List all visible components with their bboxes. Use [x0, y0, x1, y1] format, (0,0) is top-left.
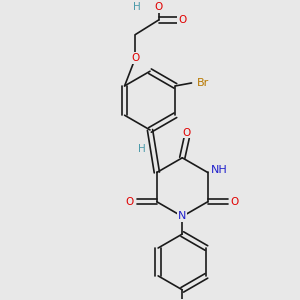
Text: N: N [178, 211, 187, 221]
Text: H: H [138, 144, 146, 154]
Text: O: O [125, 197, 134, 207]
Text: O: O [178, 15, 186, 25]
Text: H: H [133, 2, 141, 12]
Text: O: O [155, 2, 163, 12]
Text: NH: NH [211, 165, 227, 175]
Text: O: O [131, 53, 140, 63]
Text: Br: Br [196, 78, 209, 88]
Text: O: O [231, 197, 239, 207]
Text: O: O [182, 128, 191, 138]
